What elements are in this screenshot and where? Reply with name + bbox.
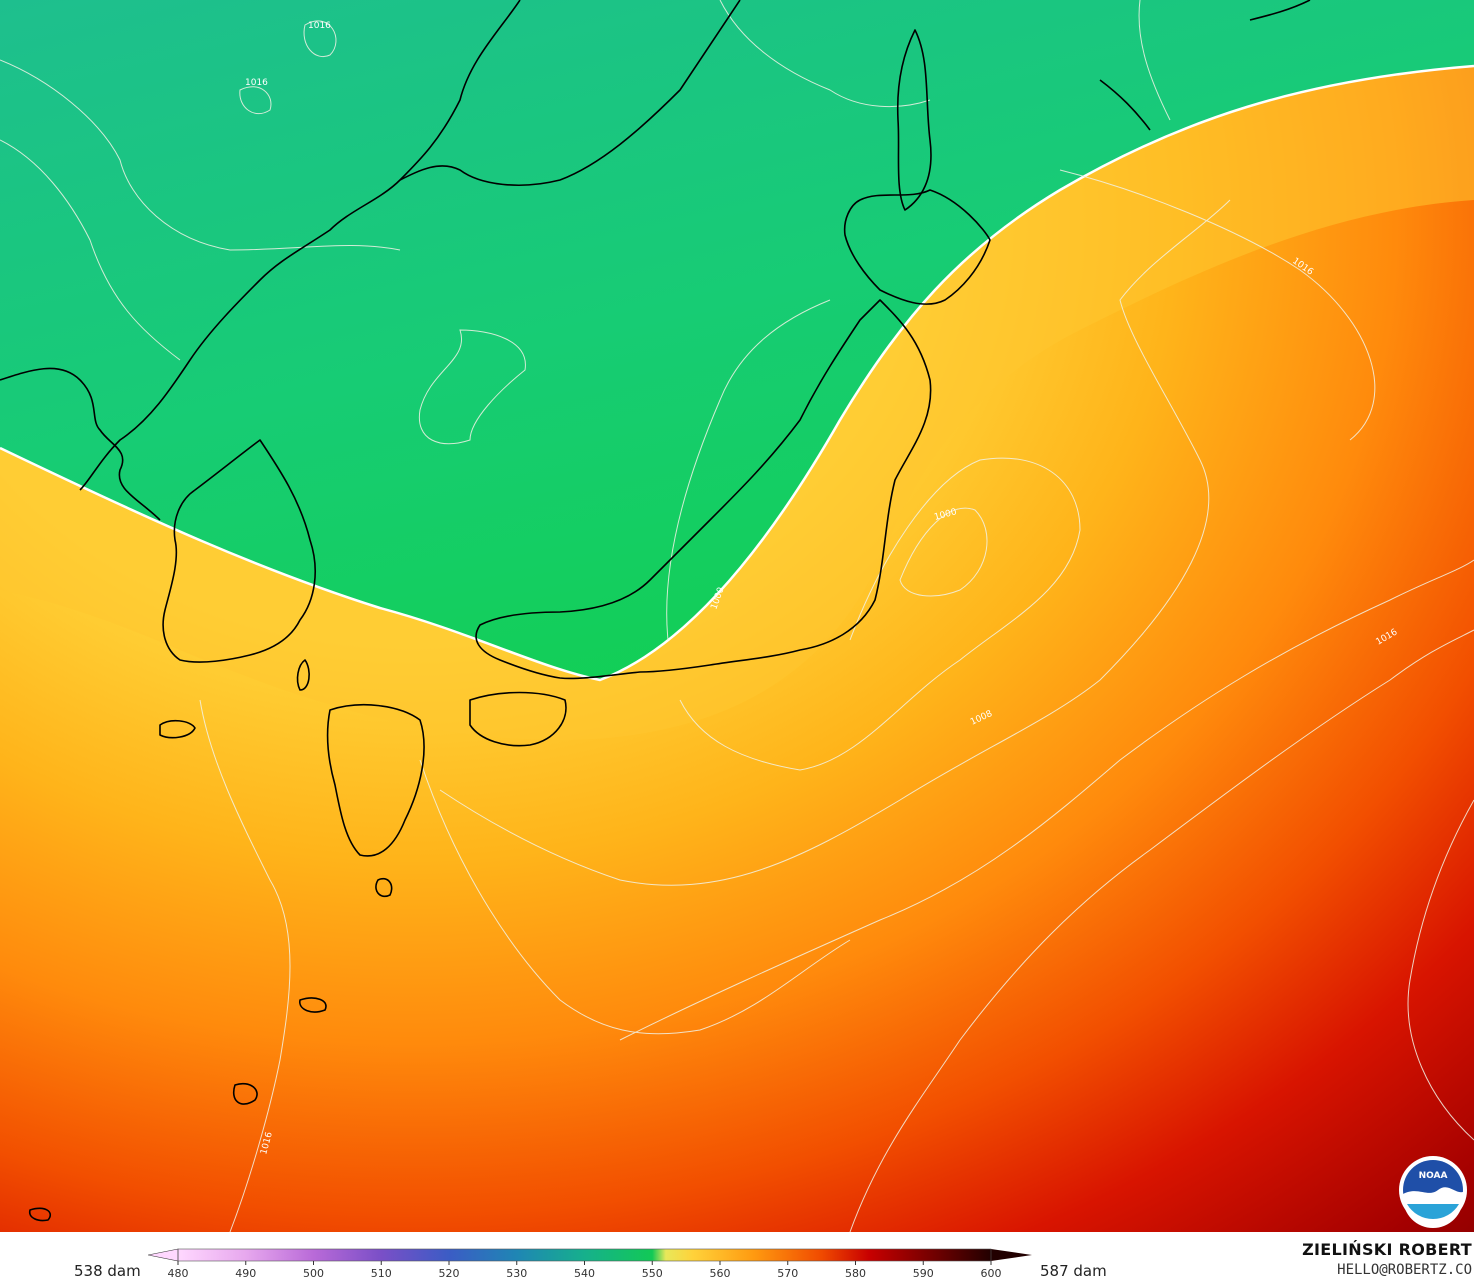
- author-email: HELLO@ROBERTZ.CO: [1337, 1262, 1472, 1278]
- colorbar-tick-label: 560: [710, 1267, 731, 1280]
- legend-min-label: 538 dam: [74, 1262, 141, 1280]
- isobars: [0, 0, 1474, 1232]
- isobar-label: 1016: [308, 21, 331, 31]
- colorbar-min-arrow: [148, 1248, 179, 1262]
- colorbar-tick-label: 550: [642, 1267, 663, 1280]
- transition-band: [0, 66, 1474, 740]
- colorbar-tick-label: 510: [371, 1267, 392, 1280]
- isobar-label: 1016: [245, 78, 268, 88]
- svg-text:NOAA: NOAA: [1419, 1171, 1448, 1181]
- colorbar-tick-label: 490: [235, 1267, 256, 1280]
- coastlines: [0, 0, 1311, 1222]
- colorbar-tick-label: 600: [981, 1267, 1002, 1280]
- colorbar-tick-label: 530: [506, 1267, 527, 1280]
- noaa-logo: NOAA: [1399, 1156, 1467, 1228]
- colorbar-tick-label: 570: [777, 1267, 798, 1280]
- colorbar-tick-label: 580: [845, 1267, 866, 1280]
- colorbar: 480 490 500 510 520 530 540 550 560 570 580 590 600: [148, 1248, 1032, 1280]
- colorbar-tick-label: 540: [574, 1267, 595, 1280]
- height-map: 1016 1016 1016 1000 1000 1008 1016 1016 …: [0, 0, 1474, 1232]
- colorbar-tick-label: 480: [168, 1267, 189, 1280]
- legend-max-label: 587 dam: [1040, 1262, 1107, 1280]
- colorbar-tick-label: 500: [303, 1267, 324, 1280]
- cold-air-field: [0, 0, 1474, 680]
- contour-552: [0, 64, 1474, 682]
- colorbar-gradient: [178, 1249, 991, 1261]
- colorbar-max-arrow: [991, 1249, 1032, 1261]
- colorbar-tick-label: 520: [439, 1267, 460, 1280]
- colorbar-tick-label: 590: [913, 1267, 934, 1280]
- author-name: ZIELIŃSKI ROBERT: [1302, 1240, 1472, 1259]
